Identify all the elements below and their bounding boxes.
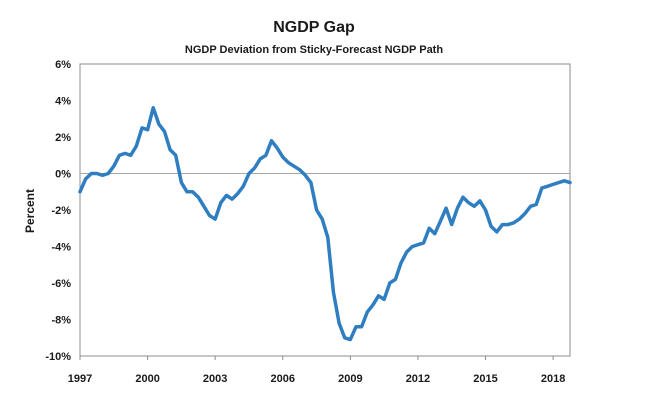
x-tick-label: 2006 xyxy=(271,373,295,385)
plot-frame xyxy=(79,63,571,357)
x-tick-label: 2009 xyxy=(338,373,362,385)
x-tick-label: 2018 xyxy=(541,373,565,385)
y-tick-label: 6% xyxy=(55,59,71,71)
chart-subtitle: NGDP Deviation from Sticky-Forecast NGDP… xyxy=(185,44,443,56)
chart-title: NGDP Gap xyxy=(273,19,355,36)
x-tick-label: 2000 xyxy=(135,373,159,385)
y-tick-label: 4% xyxy=(55,96,71,108)
x-tick-label: 2012 xyxy=(406,373,430,385)
x-tick-label: 1997 xyxy=(68,373,92,385)
y-tick-label: -2% xyxy=(51,205,71,217)
y-tick-label: -8% xyxy=(51,315,71,327)
y-tick-label: -10% xyxy=(45,351,71,363)
x-tick-label: 2015 xyxy=(473,373,497,385)
x-tick-label: 2003 xyxy=(203,373,227,385)
series-line xyxy=(78,106,572,342)
y-tick-label: -6% xyxy=(51,278,71,290)
plot-area: 6% 4% 2% 0% -2% -4% -6% -8% -10% 1997 2000 2003 2006… xyxy=(45,59,572,385)
y-axis-label: Percent xyxy=(23,189,37,233)
y-tick-label: 2% xyxy=(55,132,71,144)
y-tick-label: -4% xyxy=(51,242,71,254)
y-tick-label: 0% xyxy=(55,169,71,181)
